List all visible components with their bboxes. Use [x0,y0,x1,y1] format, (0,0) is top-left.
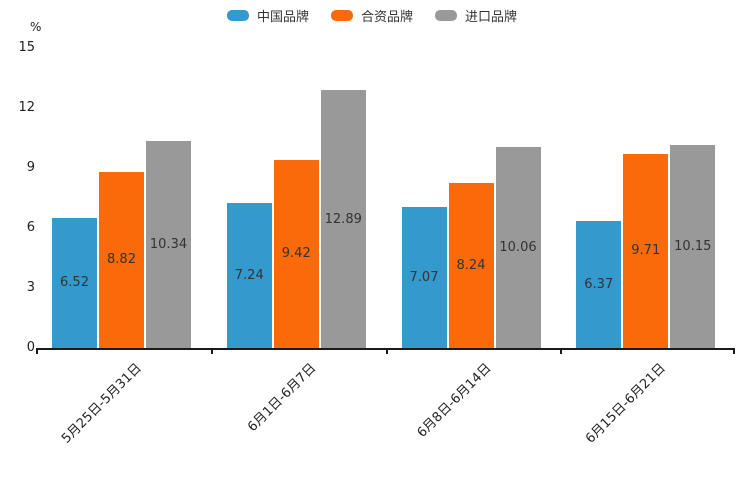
legend-item-import-brands[interactable]: 进口品牌 [435,6,517,25]
y-axis-tick-label: 12 [18,100,35,115]
bar-value-label: 6.52 [60,275,89,291]
bar-value-label: 7.24 [234,268,264,284]
x-axis-tick [36,350,38,354]
bar-value-label: 8.82 [107,252,136,268]
bar-value-label: 7.07 [409,269,439,285]
bar-series2-group0[interactable]: 10.34 [146,141,191,348]
bar-series0-group1[interactable]: 7.24 [226,203,272,348]
bar-series1-group2[interactable]: 8.24 [448,183,494,348]
legend-item-china-brands[interactable]: 中国品牌 [226,6,309,25]
bar-value-label: 10.15 [674,239,712,254]
legend-label: 中国品牌 [256,10,309,25]
x-axis-category-label: 6月8日-6月14日 [414,360,495,441]
bar-series1-group0[interactable]: 8.82 [99,171,144,348]
bar-value-label: 10.06 [499,239,537,255]
y-axis-tick-label: 3 [26,280,35,295]
bar-series2-group3[interactable]: 10.15 [670,145,716,348]
x-axis-category-label: 5月25日-5月31日 [59,360,145,447]
legend-label: 合资品牌 [360,10,413,25]
bar-series2-group1[interactable]: 12.89 [320,90,366,348]
legend-swatch-joint-venture-brands-icon [330,10,353,21]
plot-area: 6.52 8.82 10.34 7.24 9.42 12.89 7.07 8.24 10.06 6… [36,48,735,350]
x-axis-category-label: 6月1日-6月7日 [245,360,320,435]
x-axis-tick [385,350,388,354]
bar-value-label: 9.42 [281,246,311,262]
bar-series0-group3[interactable]: 6.37 [576,220,622,348]
legend-label: 进口品牌 [465,10,518,25]
x-axis-tick [733,350,735,354]
y-axis-tick-label: 15 [18,40,35,55]
y-axis-unit-label: % [30,20,42,34]
legend: 中国品牌 合资品牌 进口品牌 [0,6,744,25]
bar-series1-group3[interactable]: 9.71 [623,153,669,348]
bar-value-label: 12.89 [324,211,362,227]
x-axis-tick [210,350,213,354]
bar-value-label: 6.37 [584,276,614,292]
y-axis-tick-label: 0 [26,340,35,355]
bar-value-label: 9.71 [631,243,661,259]
y-axis-tick-label: 9 [26,160,35,175]
bar-series1-group1[interactable]: 9.42 [273,159,319,348]
legend-item-joint-venture-brands[interactable]: 合资品牌 [330,6,413,25]
legend-swatch-china-brands-icon [226,10,249,21]
bar-value-label: 10.34 [149,237,188,253]
y-axis-tick-label: 6 [26,220,35,235]
bar-series0-group0[interactable]: 6.52 [52,217,97,348]
bar-series2-group2[interactable]: 10.06 [495,146,541,348]
bar-series0-group2[interactable]: 7.07 [401,206,447,348]
bar-value-label: 8.24 [456,258,486,274]
legend-swatch-import-brands-icon [435,10,457,21]
x-axis-tick [560,350,563,354]
x-axis-category-label: 6月15日-6月21日 [583,360,670,447]
